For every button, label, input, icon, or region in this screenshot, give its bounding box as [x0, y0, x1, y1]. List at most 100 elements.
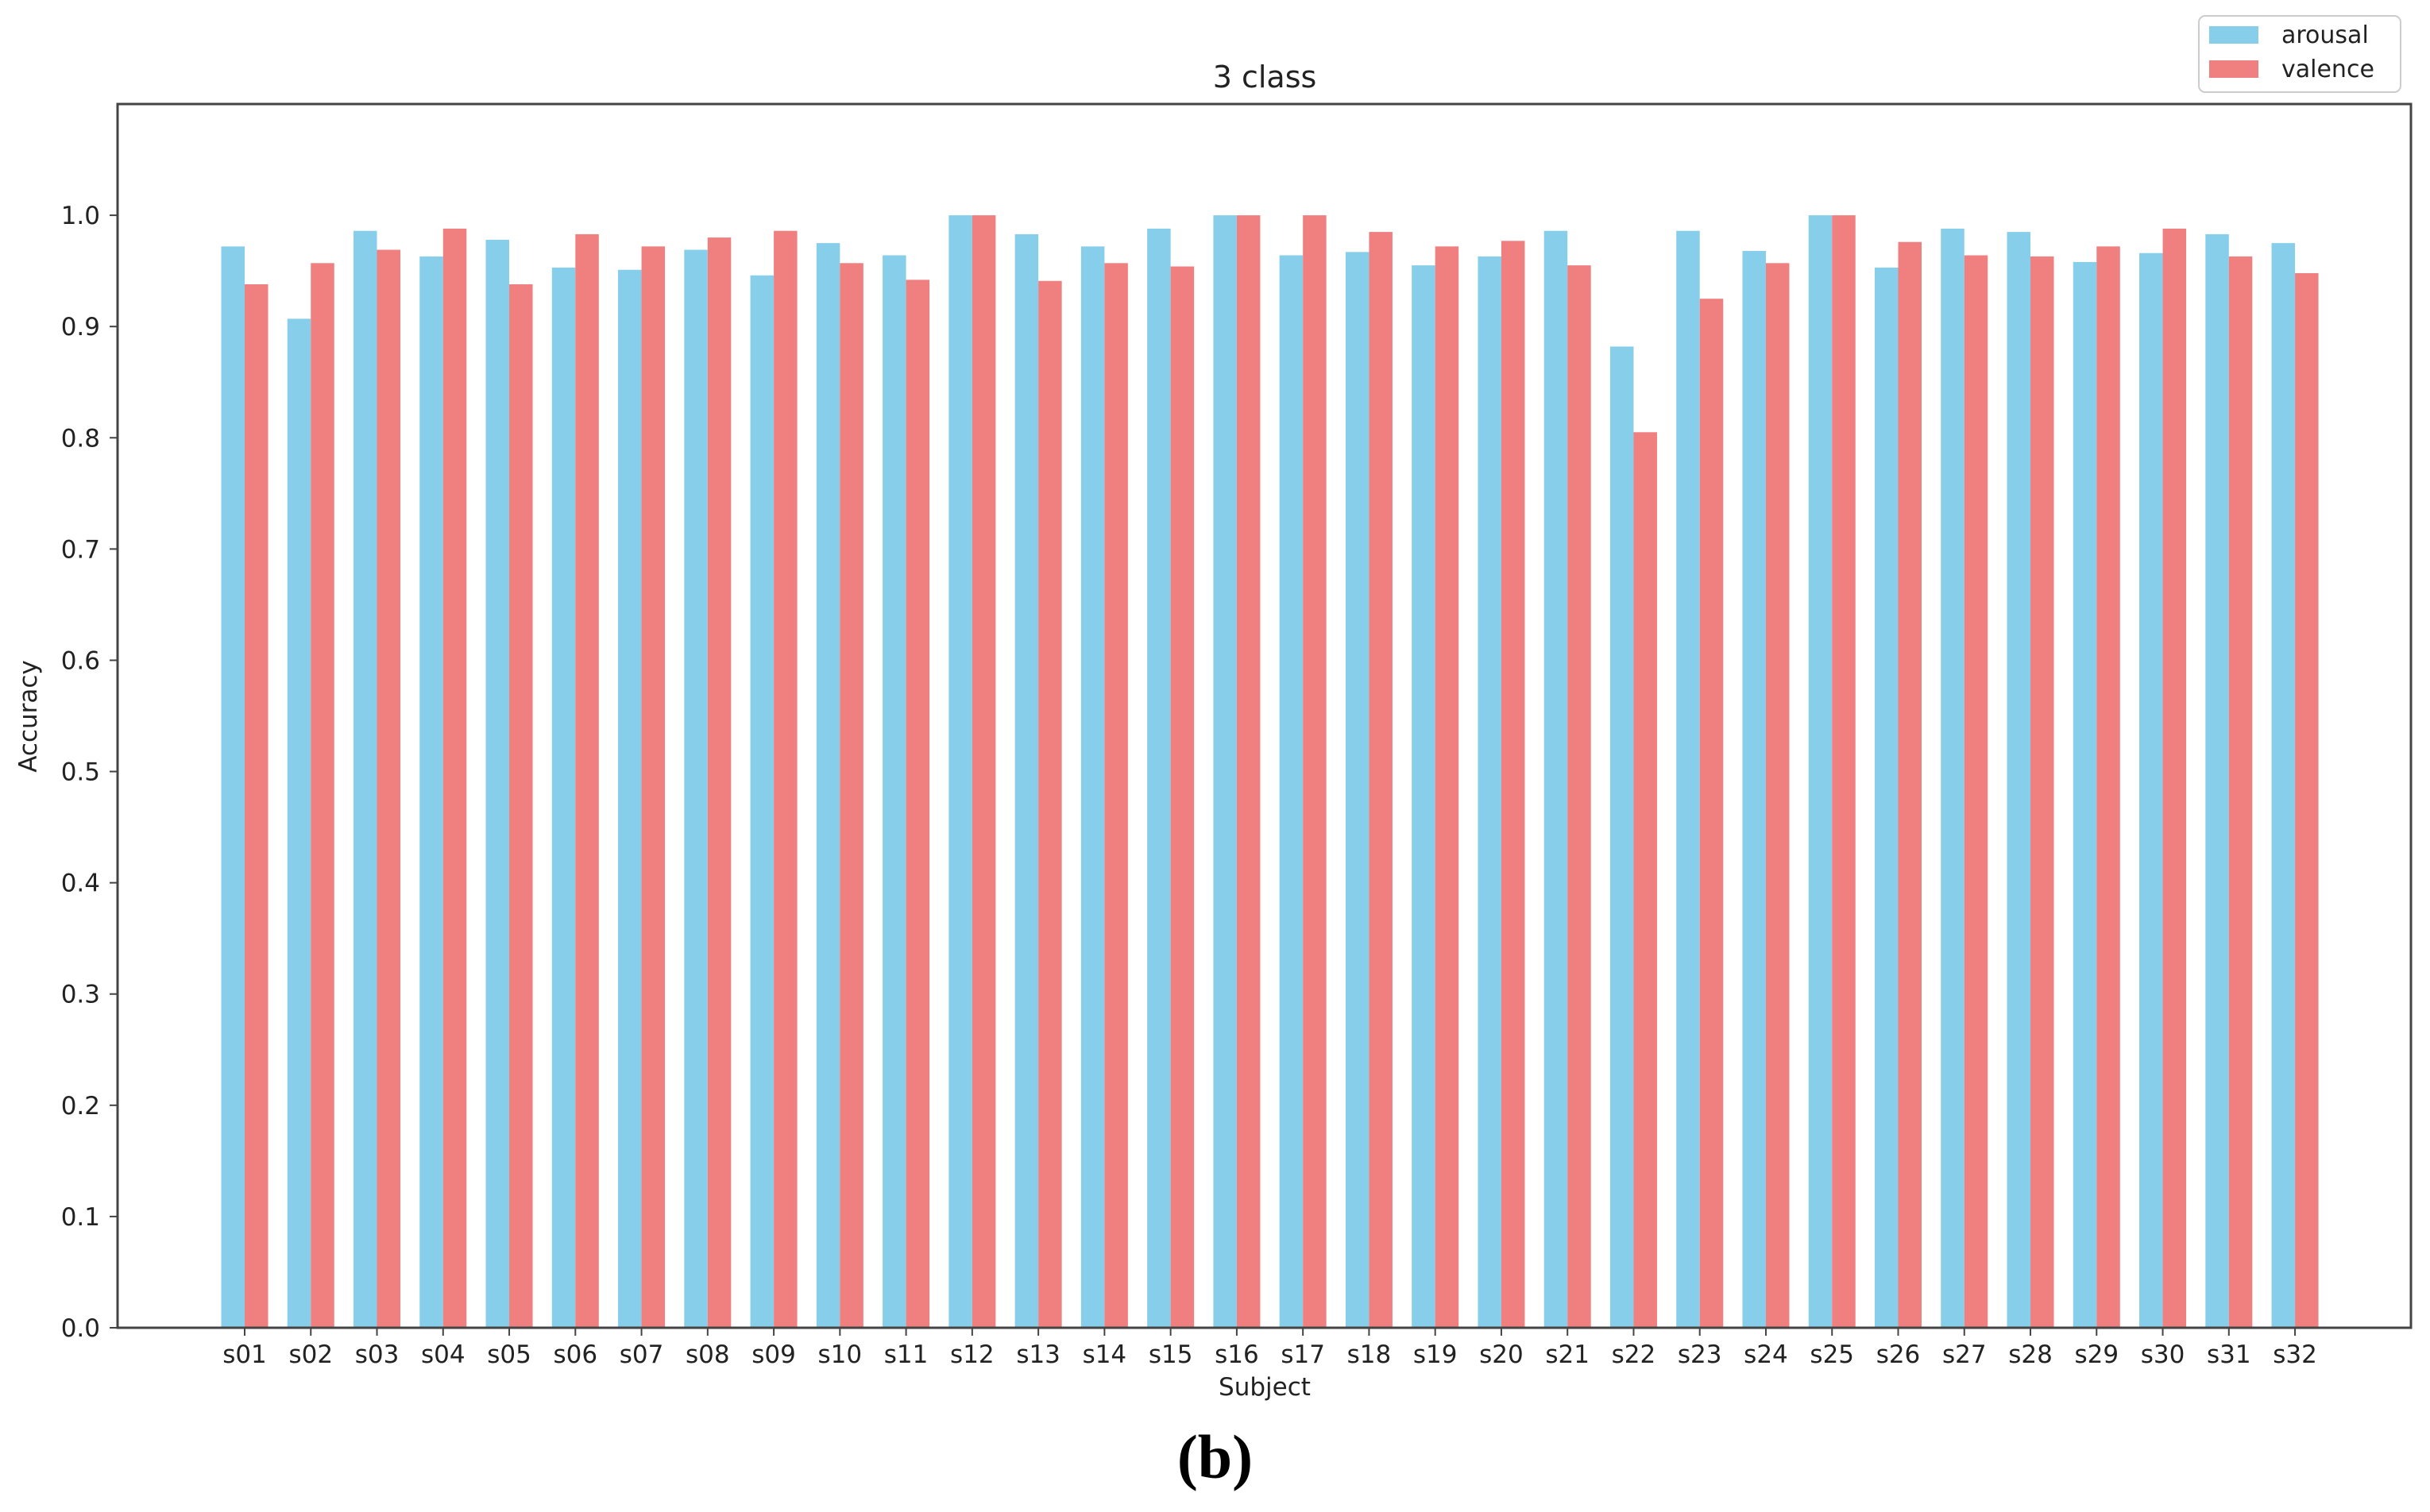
- bar-arousal-s17: [1279, 255, 1304, 1328]
- bar-valence-s31: [2228, 256, 2253, 1328]
- bar-valence-s19: [1435, 246, 1459, 1328]
- bar-arousal-s10: [816, 243, 840, 1328]
- bar-valence-s08: [707, 237, 732, 1328]
- bar-arousal-s30: [2139, 253, 2163, 1329]
- x-axis-label: Subject: [1219, 1373, 1311, 1402]
- bar-valence-s28: [2030, 256, 2054, 1328]
- x-tick-label-s28: s28: [2008, 1340, 2053, 1369]
- y-tick-label: 0.3: [61, 981, 100, 1009]
- bar-arousal-s08: [684, 249, 708, 1328]
- x-tick-label-s13: s13: [1016, 1340, 1060, 1369]
- bar-arousal-s03: [353, 230, 377, 1329]
- x-tick-label-s18: s18: [1347, 1340, 1392, 1369]
- bar-valence-s21: [1567, 265, 1591, 1328]
- y-tick-label: 1.0: [61, 202, 100, 230]
- bar-valence-s11: [906, 280, 930, 1329]
- x-tick-label-s12: s12: [950, 1340, 995, 1369]
- bar-arousal-s11: [883, 255, 906, 1328]
- x-tick-label-s21: s21: [1545, 1340, 1590, 1369]
- bar-valence-s14: [1104, 263, 1128, 1329]
- bar-arousal-s19: [1412, 265, 1435, 1328]
- x-tick-label-s25: s25: [1810, 1340, 1854, 1369]
- x-tick-label-s22: s22: [1612, 1340, 1656, 1369]
- plot-frame: [116, 102, 2413, 1329]
- bar-valence-s02: [311, 263, 334, 1329]
- y-tick-label: 0.2: [61, 1092, 100, 1120]
- bar-arousal-s04: [419, 256, 443, 1328]
- bar-valence-s07: [641, 246, 666, 1328]
- legend-swatch-valence: [2209, 60, 2258, 78]
- bar-arousal-s23: [1676, 230, 1700, 1329]
- x-tick-label-s08: s08: [686, 1340, 730, 1369]
- bar-valence-s32: [2295, 272, 2319, 1329]
- bar-arousal-s05: [485, 239, 510, 1328]
- bar-arousal-s22: [1609, 346, 1634, 1328]
- bar-valence-s01: [245, 284, 268, 1329]
- x-tick-label-s23: s23: [1678, 1340, 1722, 1369]
- x-tick-label-s32: s32: [2273, 1340, 2317, 1369]
- bar-arousal-s31: [2205, 233, 2229, 1328]
- x-tick-label-s06: s06: [553, 1340, 597, 1369]
- bar-valence-s18: [1369, 232, 1393, 1329]
- y-tick-label: 0.9: [61, 313, 100, 341]
- bar-valence-s30: [2162, 228, 2187, 1328]
- bar-arousal-s20: [1478, 256, 1501, 1328]
- bar-valence-s16: [1236, 215, 1261, 1329]
- x-tick-label-s02: s02: [288, 1340, 333, 1369]
- x-tick-label-s07: s07: [620, 1340, 664, 1369]
- bar-arousal-s32: [2271, 243, 2296, 1328]
- x-axis-ticks: s01 s02 s03 s04 s05 s06 s07 s08 s09 s10 s11 s12 s13 s…: [222, 1328, 2317, 1369]
- x-tick-label-s31: s31: [2207, 1340, 2251, 1369]
- bar-arousal-s24: [1742, 250, 1766, 1328]
- x-tick-label-s26: s26: [1876, 1340, 1921, 1369]
- y-axis-ticks: 0.0 0.1 0.2 0.3 0.4 0.5 0.6 0.7 0.8 0.9 1.0: [61, 202, 118, 1343]
- x-tick-label-s01: s01: [222, 1340, 267, 1369]
- x-tick-label-s11: s11: [884, 1340, 929, 1369]
- x-tick-label-s27: s27: [1942, 1340, 1987, 1369]
- bar-arousal-s12: [948, 215, 972, 1329]
- y-tick-label: 0.8: [61, 424, 100, 453]
- bar-valence-s12: [972, 215, 996, 1329]
- x-tick-label-s10: s10: [818, 1340, 863, 1369]
- y-tick-label: 0.1: [61, 1203, 100, 1232]
- bar-arousal-s16: [1213, 215, 1237, 1329]
- bar-arousal-s21: [1543, 230, 1568, 1329]
- bar-arousal-s09: [750, 275, 775, 1328]
- y-axis-label: Accuracy: [14, 660, 43, 773]
- legend-label-valence: valence: [2281, 56, 2374, 83]
- bar-arousal-s14: [1080, 246, 1105, 1328]
- bar-arousal-s18: [1345, 252, 1370, 1328]
- x-tick-label-s14: s14: [1083, 1340, 1127, 1369]
- legend[interactable]: arousal valence: [2198, 15, 2401, 93]
- x-tick-label-s29: s29: [2074, 1340, 2119, 1369]
- bar-arousal-s13: [1014, 233, 1039, 1328]
- bar-valence-s15: [1170, 266, 1195, 1328]
- x-tick-label-s30: s30: [2141, 1340, 2185, 1369]
- x-tick-label-s15: s15: [1149, 1340, 1193, 1369]
- legend-swatch-arousal: [2209, 26, 2258, 44]
- bar-valence-s23: [1699, 299, 1724, 1328]
- x-tick-label-s05: s05: [487, 1340, 531, 1369]
- x-tick-label-s09: s09: [751, 1340, 796, 1369]
- chart-title: 3 class: [1213, 60, 1317, 94]
- y-tick-label: 0.4: [61, 870, 100, 898]
- bar-arousal-s15: [1147, 228, 1171, 1328]
- figure-caption: (b): [1176, 1422, 1254, 1491]
- bar-valence-s03: [377, 249, 401, 1328]
- x-tick-label-s03: s03: [355, 1340, 400, 1369]
- bar-arousal-s29: [2073, 261, 2097, 1329]
- bar-valence-s10: [840, 263, 863, 1329]
- bar-arousal-s01: [221, 246, 245, 1328]
- bar-arousal-s02: [287, 318, 311, 1328]
- x-tick-label-s17: s17: [1281, 1340, 1325, 1369]
- bar-arousal-s26: [1875, 267, 1899, 1329]
- bar-valence-s24: [1765, 263, 1790, 1329]
- bar-arousal-s27: [1941, 228, 1964, 1328]
- bar-valence-s29: [2096, 246, 2120, 1328]
- bar-valence-s05: [509, 284, 533, 1329]
- bar-valence-s20: [1501, 241, 1525, 1328]
- bar-valence-s09: [774, 230, 798, 1329]
- x-tick-label-s04: s04: [421, 1340, 466, 1369]
